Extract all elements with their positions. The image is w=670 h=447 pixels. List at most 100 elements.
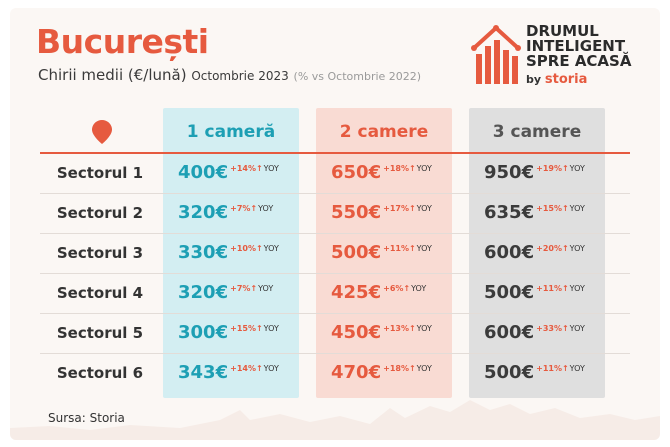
column-bg-1-camera [163,108,299,398]
rent-cell: 343€ +14%↑YOY [178,362,279,383]
rent-price: 500€ [484,282,535,303]
rent-change: +6%↑ [383,284,411,293]
rent-change: +11%↑ [383,244,416,253]
yoy-label: YOY [416,244,432,253]
yoy-label: YOY [569,204,585,213]
header-divider [40,152,630,154]
rent-cell: 650€ +18%↑YOY [331,162,432,183]
storia-logo: DRUMUL INTELIGENT SPRE ACASĂ by storia [470,22,640,92]
rent-table: Sectorul 1 400€ +14%↑YOY 650€ +18%↑YOY 950€ +1… [40,154,630,394]
rent-cell: 470€ +18%↑YOY [331,362,432,383]
subtitle-month: Octombrie 2023 [191,69,289,83]
rent-change: +18%↑ [383,364,416,373]
yoy-label: YOY [416,324,432,333]
column-bg-3-camere [469,108,605,398]
yoy-label: YOY [569,364,585,373]
rent-price: 330€ [178,242,229,263]
rent-change: +11%↑ [536,284,569,293]
rent-change: +15%↑ [536,204,569,213]
rent-cell: 330€ +10%↑YOY [178,242,279,263]
logo-line-3: SPRE ACASĂ [526,52,632,70]
rent-price: 320€ [178,282,229,303]
rent-change: +20%↑ [536,244,569,253]
column-header-3-camere: 3 camere [492,122,582,142]
rent-change: +11%↑ [536,364,569,373]
yoy-label: YOY [263,324,279,333]
column-header-1-camera: 1 cameră [186,122,276,142]
house-bars-icon [471,25,521,84]
rent-cell: 320€ +7%↑YOY [178,282,273,303]
rent-price: 343€ [178,362,229,383]
city-skyline-illustration [10,400,660,440]
rent-price: 550€ [331,202,382,223]
yoy-label: YOY [263,244,279,253]
rent-change: +13%↑ [383,324,416,333]
rent-cell: 950€ +19%↑YOY [484,162,585,183]
yoy-label: YOY [569,324,585,333]
rent-change: +19%↑ [536,164,569,173]
rent-price: 425€ [331,282,382,303]
subtitle-compare: (% vs Octombrie 2022) [293,70,422,83]
infographic-card: București Chirii medii (€/lună) Octombri… [10,8,660,440]
rent-price: 470€ [331,362,382,383]
yoy-label: YOY [411,284,427,293]
rent-price: 600€ [484,242,535,263]
yoy-label: YOY [263,164,279,173]
yoy-label: YOY [416,204,432,213]
yoy-label: YOY [569,244,585,253]
rent-change: +14%↑ [230,164,263,173]
row-label: Sectorul 5 [56,324,144,342]
yoy-label: YOY [569,284,585,293]
row-label: Sectorul 4 [56,284,144,302]
rent-change: +7%↑ [230,204,258,213]
rent-price: 400€ [178,162,229,183]
rent-price: 500€ [484,362,535,383]
rent-change: +7%↑ [230,284,258,293]
yoy-label: YOY [258,284,274,293]
column-bg-2-camere [316,108,452,398]
yoy-label: YOY [416,164,432,173]
rent-cell: 635€ +15%↑YOY [484,202,585,223]
rent-price: 320€ [178,202,229,223]
row-label: Sectorul 1 [56,164,144,182]
table-row: Sectorul 4 320€ +7%↑YOY 425€ +6%↑YOY 500€ +11%… [40,274,630,314]
rent-cell: 320€ +7%↑YOY [178,202,273,223]
rent-cell: 600€ +20%↑YOY [484,242,585,263]
rent-price: 950€ [484,162,535,183]
yoy-label: YOY [569,164,585,173]
table-row: Sectorul 6 343€ +14%↑YOY 470€ +18%↑YOY 500€ +1… [40,354,630,394]
logo-wordmark: DRUMUL INTELIGENT SPRE ACASĂ [526,24,631,69]
rent-cell: 500€ +11%↑YOY [484,362,585,383]
yoy-label: YOY [258,204,274,213]
rent-cell: 500€ +11%↑YOY [331,242,432,263]
rent-change: +18%↑ [383,164,416,173]
rent-price: 450€ [331,322,382,343]
rent-change: +14%↑ [230,364,263,373]
rent-change: +33%↑ [536,324,569,333]
table-row: Sectorul 2 320€ +7%↑YOY 550€ +17%↑YOY 635€ +15… [40,194,630,234]
rent-price: 300€ [178,322,229,343]
rent-change: +10%↑ [230,244,263,253]
rent-cell: 300€ +15%↑YOY [178,322,279,343]
rent-cell: 600€ +33%↑YOY [484,322,585,343]
source-note: Sursa: Storia [48,411,125,425]
logo-line-1: DRUMUL [526,22,599,40]
rent-price: 650€ [331,162,382,183]
page-subtitle: Chirii medii (€/lună) Octombrie 2023 (% … [38,66,421,84]
yoy-label: YOY [416,364,432,373]
subtitle-main: Chirii medii (€/lună) [38,66,187,84]
rent-cell: 500€ +11%↑YOY [484,282,585,303]
rent-price: 500€ [331,242,382,263]
rent-cell: 425€ +6%↑YOY [331,282,426,303]
row-label: Sectorul 2 [56,204,144,222]
logo-brand: storia [544,72,588,87]
rent-price: 635€ [484,202,535,223]
table-row: Sectorul 1 400€ +14%↑YOY 650€ +18%↑YOY 950€ +1… [40,154,630,194]
yoy-label: YOY [263,364,279,373]
table-row: Sectorul 3 330€ +10%↑YOY 500€ +11%↑YOY 600€ +2… [40,234,630,274]
rent-cell: 400€ +14%↑YOY [178,162,279,183]
row-label: Sectorul 3 [56,244,144,262]
logo-by: by [526,73,542,86]
column-header-2-camere: 2 camere [339,122,429,142]
rent-cell: 450€ +13%↑YOY [331,322,432,343]
